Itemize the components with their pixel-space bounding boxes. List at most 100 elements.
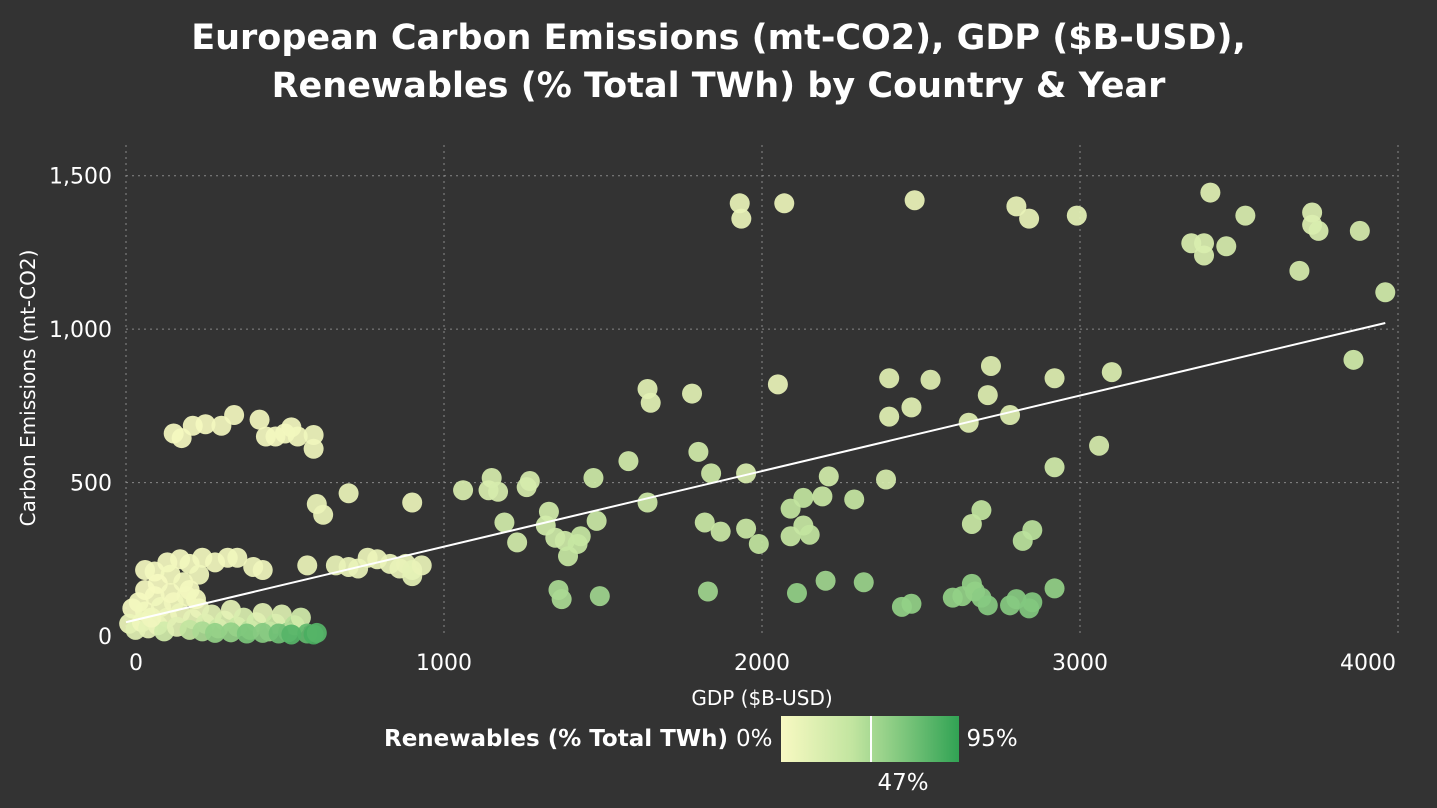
data-point[interactable] xyxy=(306,622,327,643)
data-point[interactable] xyxy=(1044,368,1065,389)
data-point[interactable] xyxy=(1349,220,1370,241)
data-point[interactable] xyxy=(1019,208,1040,229)
data-point[interactable] xyxy=(303,424,324,445)
data-point[interactable] xyxy=(402,492,423,513)
data-point[interactable] xyxy=(879,368,900,389)
data-point[interactable] xyxy=(618,451,639,472)
data-point[interactable] xyxy=(507,532,528,553)
data-point[interactable] xyxy=(736,463,757,484)
x-tick-label: 0 xyxy=(129,651,143,676)
data-point[interactable] xyxy=(876,469,897,490)
data-point[interactable] xyxy=(1044,578,1065,599)
data-point[interactable] xyxy=(586,510,607,531)
data-point[interactable] xyxy=(249,409,270,430)
data-point[interactable] xyxy=(1308,220,1329,241)
data-point[interactable] xyxy=(1000,405,1021,426)
data-point[interactable] xyxy=(1200,182,1221,203)
data-point[interactable] xyxy=(844,489,865,510)
y-tick-label: 1,500 xyxy=(49,165,112,190)
data-point[interactable] xyxy=(980,355,1001,376)
data-point[interactable] xyxy=(313,504,334,525)
data-point[interactable] xyxy=(920,369,941,390)
data-point[interactable] xyxy=(818,466,839,487)
data-point[interactable] xyxy=(189,564,210,585)
data-point[interactable] xyxy=(1022,520,1043,541)
color-legend: Renewables (% Total TWh) 0% 95% xyxy=(384,716,1018,762)
data-point[interactable] xyxy=(729,193,750,214)
data-point[interactable] xyxy=(952,586,973,607)
chart-title-line-2: Renewables (% Total TWh) by Country & Ye… xyxy=(271,66,1166,106)
data-point[interactable] xyxy=(453,480,474,501)
data-point[interactable] xyxy=(1022,592,1043,613)
tick-labels: 0 1000 2000 3000 4000 0 500 1,000 1,500 xyxy=(49,165,1396,676)
data-point[interactable] xyxy=(1194,245,1215,266)
data-point[interactable] xyxy=(281,624,302,645)
data-point[interactable] xyxy=(640,392,661,413)
data-point[interactable] xyxy=(195,414,216,435)
data-point[interactable] xyxy=(799,524,820,545)
data-point[interactable] xyxy=(583,467,604,488)
data-point[interactable] xyxy=(694,512,715,533)
data-point[interactable] xyxy=(338,483,359,504)
data-point[interactable] xyxy=(793,487,814,508)
data-point[interactable] xyxy=(141,607,162,628)
data-point[interactable] xyxy=(227,547,248,568)
data-point[interactable] xyxy=(853,572,874,593)
data-point[interactable] xyxy=(977,595,998,616)
chart-title-line-1: European Carbon Emissions (mt-CO2), GDP … xyxy=(191,18,1246,58)
data-point[interactable] xyxy=(1289,260,1310,281)
data-point[interactable] xyxy=(1216,236,1237,257)
data-point[interactable] xyxy=(688,441,709,462)
y-axis-title: Carbon Emissions (mt-CO2) xyxy=(16,250,40,527)
data-point[interactable] xyxy=(551,589,572,610)
data-point[interactable] xyxy=(220,622,241,643)
legend-mid-marker xyxy=(869,716,872,762)
data-point[interactable] xyxy=(252,622,273,643)
data-point[interactable] xyxy=(637,492,658,513)
data-point[interactable] xyxy=(589,586,610,607)
data-point[interactable] xyxy=(1101,362,1122,383)
data-point[interactable] xyxy=(904,190,925,211)
data-point[interactable] xyxy=(519,471,540,492)
data-point[interactable] xyxy=(901,593,922,614)
data-point[interactable] xyxy=(287,426,308,447)
data-point[interactable] xyxy=(815,570,836,591)
data-point[interactable] xyxy=(411,555,432,576)
data-point[interactable] xyxy=(1375,282,1396,303)
data-point[interactable] xyxy=(1343,349,1364,370)
data-point[interactable] xyxy=(303,438,324,459)
data-point[interactable] xyxy=(494,512,515,533)
data-point[interactable] xyxy=(977,385,998,406)
data-point[interactable] xyxy=(767,374,788,395)
data-point[interactable] xyxy=(701,463,722,484)
data-point[interactable] xyxy=(736,518,757,539)
data-point[interactable] xyxy=(682,383,703,404)
data-point[interactable] xyxy=(1006,196,1027,217)
data-point[interactable] xyxy=(297,555,318,576)
data-point[interactable] xyxy=(290,607,311,628)
data-point[interactable] xyxy=(1089,435,1110,456)
data-point[interactable] xyxy=(748,533,769,554)
data-point[interactable] xyxy=(1044,457,1065,478)
data-point[interactable] xyxy=(697,581,718,602)
data-point[interactable] xyxy=(488,481,509,502)
data-point[interactable] xyxy=(710,521,731,542)
data-point[interactable] xyxy=(224,405,245,426)
data-point[interactable] xyxy=(252,560,273,581)
data-point[interactable] xyxy=(570,526,591,547)
data-point[interactable] xyxy=(731,208,752,229)
data-point[interactable] xyxy=(774,193,795,214)
data-point[interactable] xyxy=(901,397,922,418)
x-axis-title: GDP ($B-USD) xyxy=(691,686,832,710)
data-point[interactable] xyxy=(538,501,559,522)
data-point[interactable] xyxy=(812,486,833,507)
data-point[interactable] xyxy=(879,406,900,427)
data-point[interactable] xyxy=(160,583,181,604)
data-point[interactable] xyxy=(236,623,257,644)
data-point[interactable] xyxy=(1235,205,1256,226)
data-point[interactable] xyxy=(205,622,226,643)
data-point[interactable] xyxy=(786,583,807,604)
data-point[interactable] xyxy=(1066,205,1087,226)
data-point[interactable] xyxy=(971,500,992,521)
